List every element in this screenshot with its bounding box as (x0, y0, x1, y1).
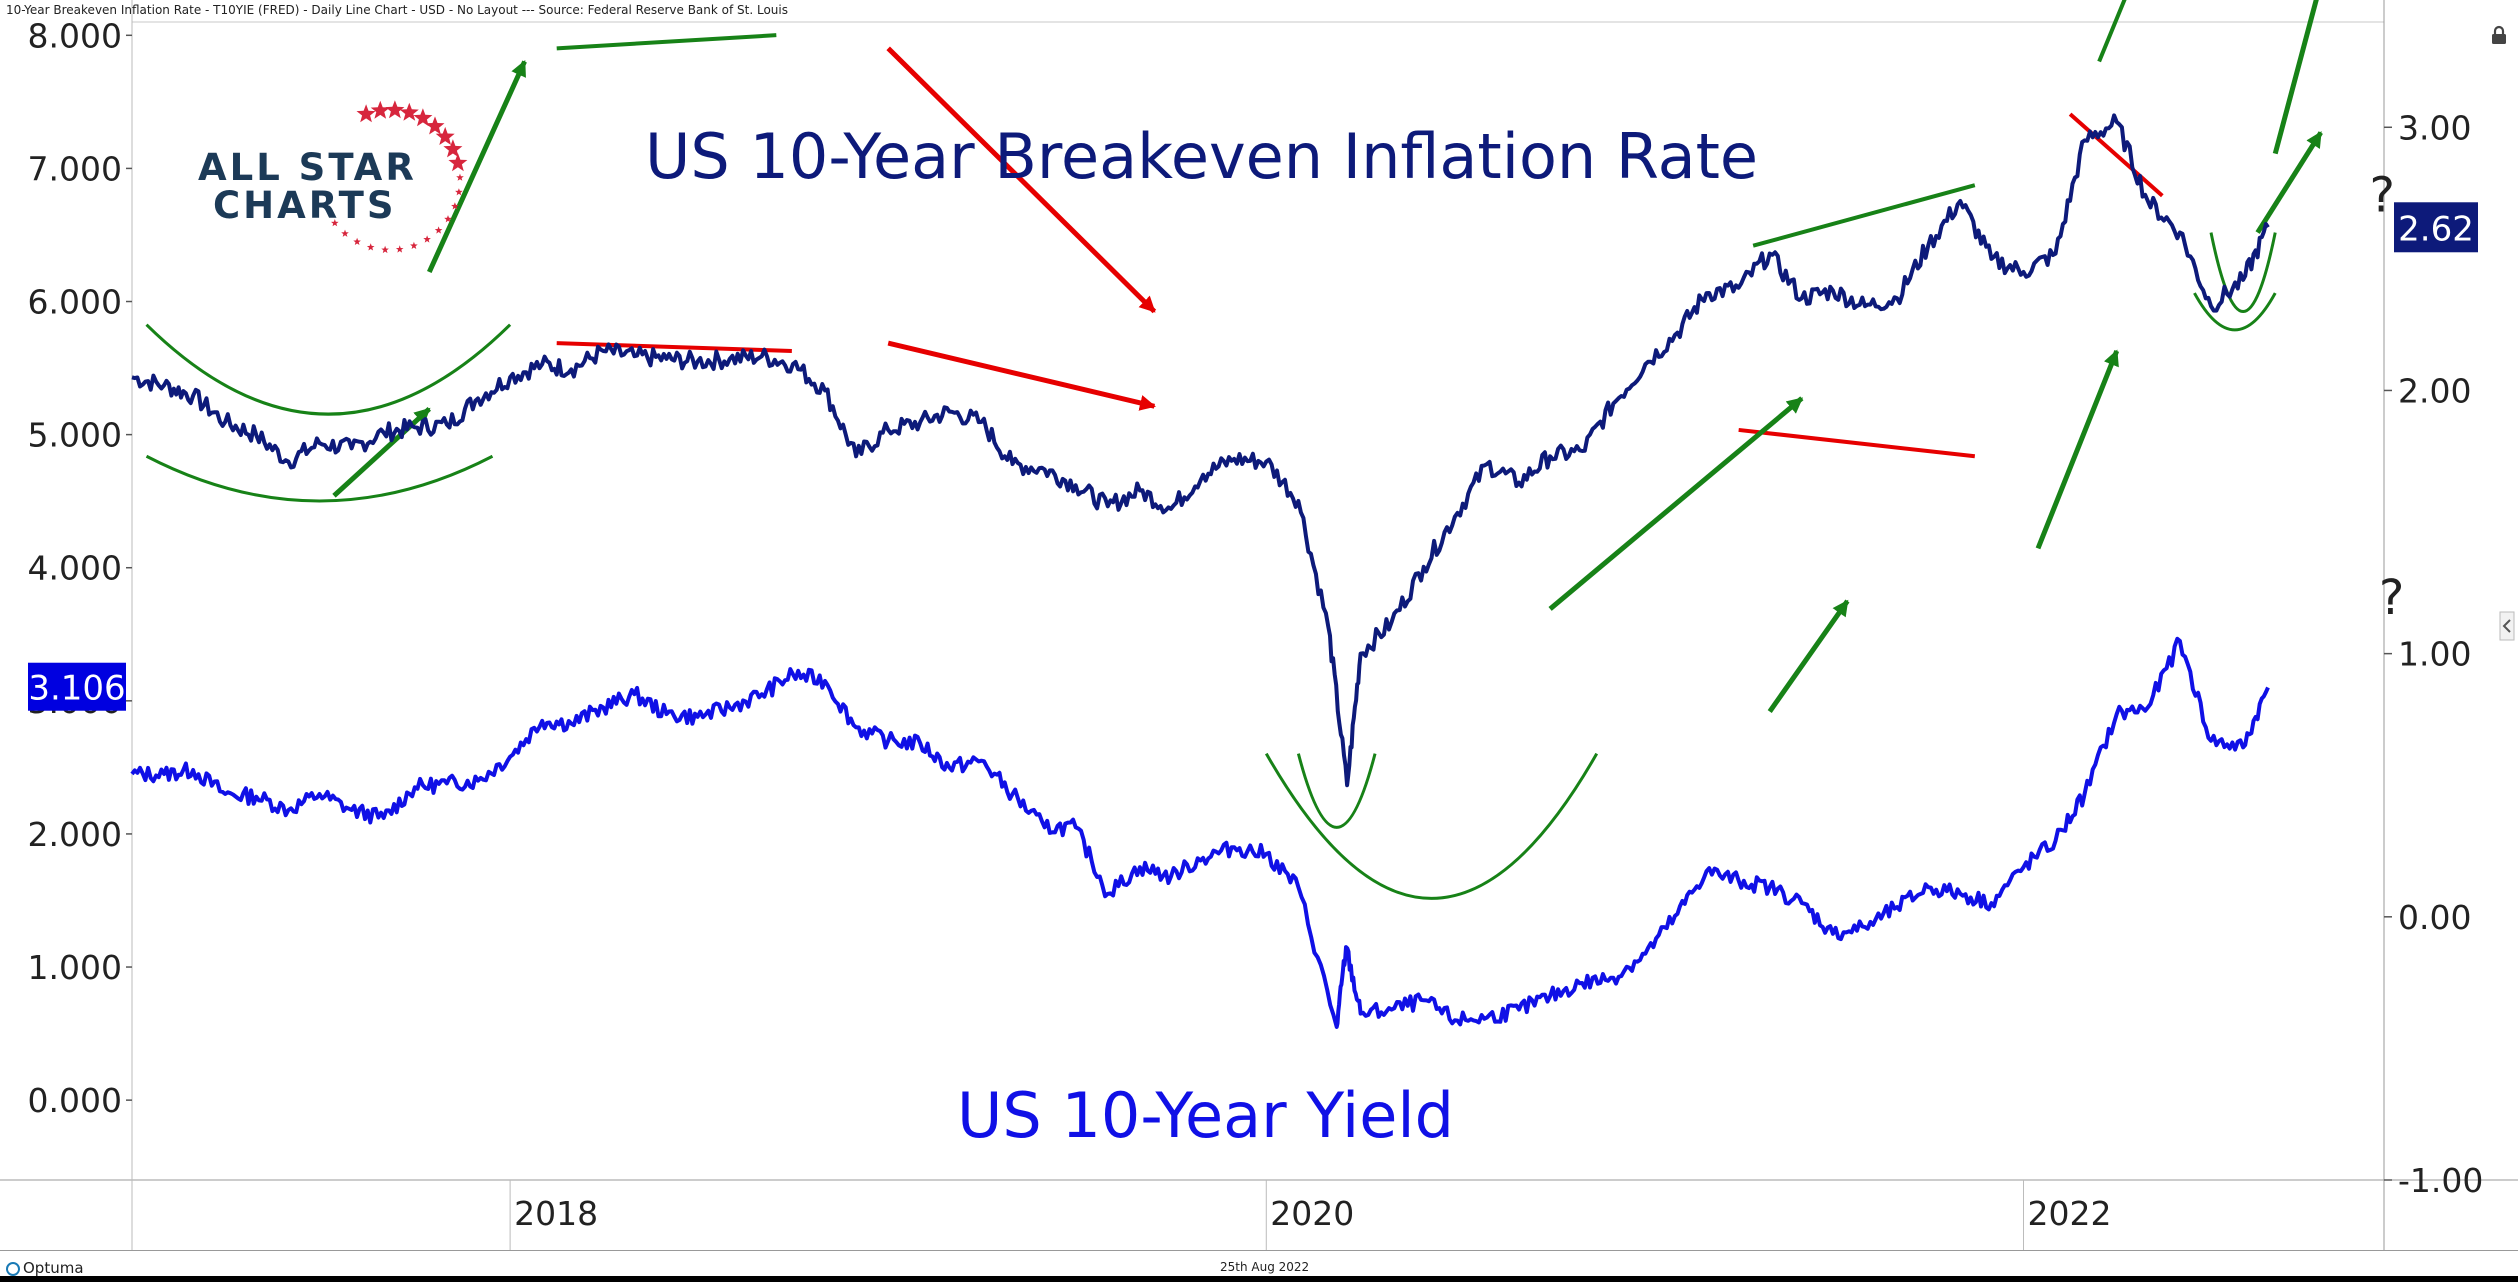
bottom-arc (1264, 752, 1599, 900)
optuma-brand: Optuma (6, 1259, 84, 1277)
star-icon (456, 173, 464, 181)
chevron-left-icon-glyph (2502, 619, 2511, 633)
red-trendline (556, 341, 792, 353)
green-arrow (2272, 0, 2319, 155)
chart-title: US 10-Year Breakeven Inflation Rate (645, 120, 1758, 193)
yield-line (130, 636, 2270, 1029)
star-icon (443, 139, 463, 158)
chevron-left-icon[interactable] (2499, 611, 2515, 641)
right-tick-label: 2.00 (2398, 371, 2471, 410)
right-axis: -1.00 0.00 1.00 2.00 3.00 (2384, 108, 2483, 1200)
chart-labels: US 10-Year Breakeven Inflation Rate US 10… (645, 120, 1758, 1152)
left-tick-label: 2.000 (28, 815, 122, 854)
left-tick-label: 8.000 (28, 16, 122, 55)
breakeven-value-badge-bg (2394, 202, 2478, 253)
yield-value-badge-bg (28, 662, 126, 711)
left-axis: 0.0001.0002.0003.0004.0005.0006.0007.000… (28, 16, 132, 1120)
star-icon (413, 108, 433, 127)
series-lines (130, 113, 2270, 1029)
logo-line1: ALL STAR (198, 146, 417, 189)
breakeven-value-badge: 2.62 (2394, 202, 2478, 253)
green-trendline (556, 33, 777, 51)
star-icon (448, 153, 468, 172)
bottom-arc (2209, 232, 2277, 313)
bottom-arc (145, 454, 494, 503)
star-icon (331, 219, 339, 227)
optuma-logo-icon (6, 1262, 20, 1276)
x-tick-label: 2022 (2028, 1194, 2112, 1233)
star-icon (366, 243, 375, 251)
star-icon (370, 100, 390, 119)
star-icon (451, 202, 459, 210)
star-icon (381, 245, 389, 254)
red-arrow (886, 46, 1157, 314)
star-icon (410, 241, 418, 249)
window-bottom-edge (0, 1276, 2518, 1282)
star-icon (353, 237, 361, 245)
green-arrow (2255, 131, 2323, 234)
green-arrow (2035, 349, 2120, 550)
right-tick-label: -1.00 (2398, 1161, 2483, 1200)
bottom-arc (145, 323, 512, 416)
star-icon (395, 245, 404, 253)
x-tick-label: 2020 (1270, 1194, 1354, 1233)
green-arrow (1767, 599, 1850, 713)
right-tick-label: 0.00 (2398, 898, 2471, 937)
green-arrow (332, 407, 431, 498)
value-badges: 2.62 3.106 (28, 202, 2478, 711)
green-trendline (2097, 0, 2127, 63)
bottom-arc (1296, 753, 1377, 829)
lock-icon[interactable] (2488, 24, 2510, 46)
brand-name: Optuma (23, 1259, 84, 1277)
annotations: ?? (145, 0, 2404, 900)
breakeven-line (131, 113, 2270, 788)
question-mark: ? (2369, 167, 2394, 223)
star-icon (444, 215, 452, 223)
logo-line2: CHARTS (213, 184, 396, 227)
left-tick-label: 4.000 (28, 549, 122, 588)
star-icon (434, 226, 443, 234)
x-axis: 2018 2020 2022 (509, 1180, 2112, 1250)
chevron-left-icon-box (2499, 611, 2515, 641)
left-tick-label: 0.000 (28, 1081, 122, 1120)
footer-bar: Optuma 25th Aug 2022 (0, 1250, 2518, 1283)
chart-info-bar: 10-Year Breakeven Inflation Rate - T10YI… (0, 0, 2518, 22)
plot-border (131, 21, 2385, 1181)
star-icon (385, 100, 405, 119)
right-tick-label: 3.00 (2398, 108, 2471, 147)
left-tick-label: 5.000 (28, 416, 122, 455)
right-tick-label: 1.00 (2398, 635, 2471, 674)
star-icon (356, 104, 376, 123)
yield-value-text: 3.106 (28, 669, 125, 709)
left-tick-label: 1.000 (28, 948, 122, 987)
chart-info-text: 10-Year Breakeven Inflation Rate - T10YI… (6, 3, 788, 17)
green-arrow (427, 60, 527, 274)
star-icon (399, 102, 419, 121)
bottom-arc (2193, 292, 2277, 332)
left-tick-label: 7.000 (28, 149, 122, 188)
star-icon (341, 229, 349, 237)
footer-date: 25th Aug 2022 (1220, 1260, 1310, 1274)
plot-frame (0, 0, 2518, 1250)
star-icon (455, 188, 463, 196)
yield-label: US 10-Year Yield (957, 1079, 1454, 1152)
star-icon (425, 116, 445, 135)
question-mark: ? (2379, 570, 2404, 626)
red-trendline (2068, 112, 2164, 198)
red-trendline (1738, 427, 1976, 459)
star-icon (423, 235, 431, 243)
yield-value-badge: 3.106 (28, 662, 126, 711)
left-tick-label: 6.000 (28, 283, 122, 322)
green-trendline (1752, 183, 1976, 248)
breakeven-value-text: 2.62 (2398, 209, 2474, 249)
red-arrow (887, 340, 1156, 411)
star-icon (435, 126, 455, 145)
green-arrow (1548, 396, 1804, 611)
x-tick-label: 2018 (514, 1194, 598, 1233)
